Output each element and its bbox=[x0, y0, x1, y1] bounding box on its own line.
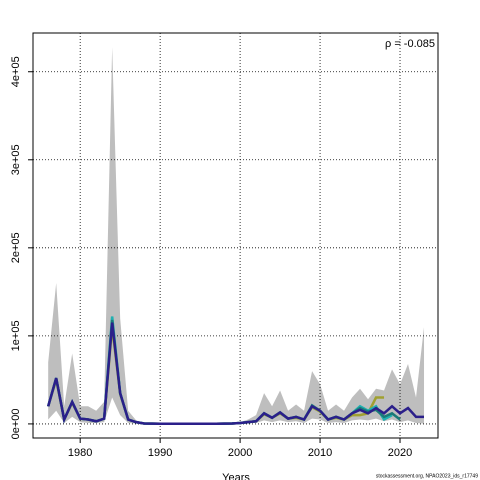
x-tick-label: 2020 bbox=[388, 447, 412, 459]
y-tick-label: 1e+05 bbox=[10, 320, 22, 351]
x-tick-label: 1980 bbox=[68, 447, 92, 459]
y-tick-label: 3e+05 bbox=[10, 144, 22, 175]
y-tick-label: 0e+00 bbox=[10, 408, 22, 439]
x-tick-label: 2000 bbox=[228, 447, 252, 459]
y-tick-label: 4e+05 bbox=[10, 56, 22, 87]
series-line bbox=[46, 322, 425, 425]
x-axis-label: Years bbox=[222, 472, 250, 480]
annotation: ρ = -0.085 bbox=[385, 38, 435, 50]
y-tick-label: 2e+05 bbox=[10, 232, 22, 263]
plot-frame bbox=[32, 32, 439, 439]
confidence-band bbox=[48, 47, 425, 424]
footer: stockassessment.org, NPAO2023_ids_r17749 bbox=[376, 473, 478, 479]
x-tick-label: 2010 bbox=[308, 447, 332, 459]
x-tick-label: 1990 bbox=[148, 447, 172, 459]
